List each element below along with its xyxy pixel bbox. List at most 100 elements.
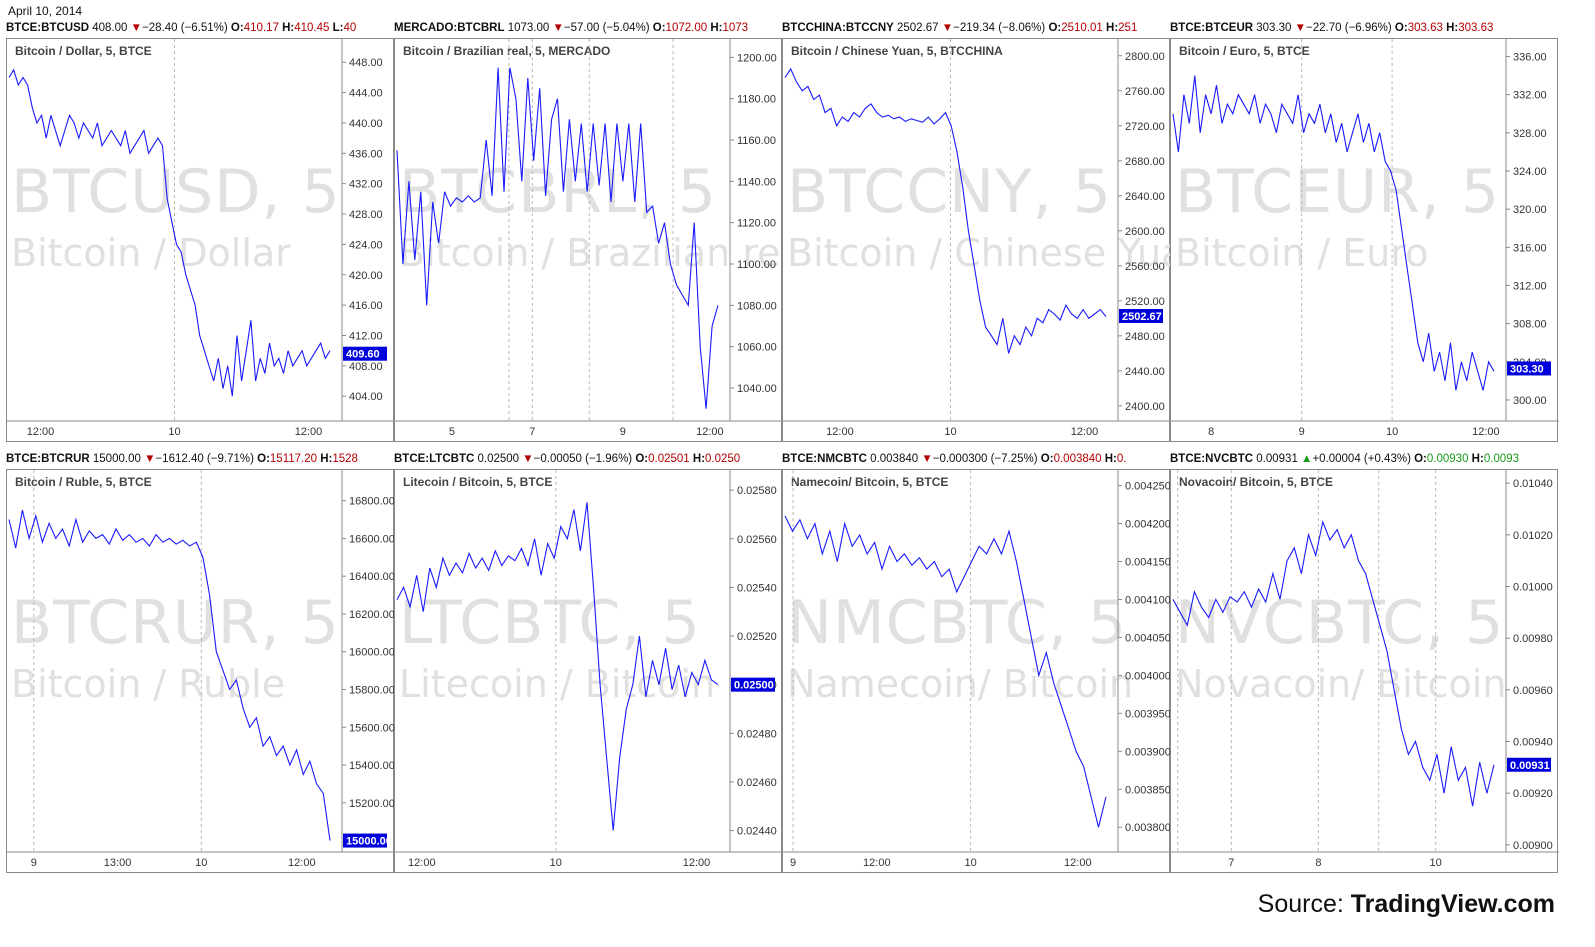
x-tick-label: 12:00 — [27, 426, 55, 438]
chart-svg: 2800.00 2760.00 2720.00 2680.00 2640.00 2600.… — [783, 39, 1171, 438]
y-tick-label: 444.00 — [349, 88, 383, 100]
x-tick-label: 12:00 — [826, 426, 854, 438]
y-tick-label: 0.003850 — [1125, 784, 1171, 796]
chart-svg: 1200.00 1180.00 1160.00 1140.00 1120.00 1100.… — [395, 39, 783, 438]
y-tick-label: 2800.00 — [1125, 51, 1165, 63]
high-key: H: — [320, 453, 333, 465]
chart-title: Novacoin/ Bitcoin, 5, BTCE — [1179, 475, 1334, 489]
quote-bar: BTCE:BTCRUR 15000.00 ▼−1612.40 (−9.71%) … — [6, 451, 394, 467]
x-tick-label: 12:00 — [1064, 857, 1092, 869]
chart-panel[interactable]: BTCE:NMCBTC 0.003840 ▼−0.000300 (−7.25%)… — [782, 451, 1171, 881]
y-tick-label: 0.01000 — [1513, 582, 1553, 594]
price-change: −57.00 (−5.04%) — [563, 22, 650, 34]
y-tick-label: 0.004050 — [1125, 632, 1171, 644]
y-tick-label: 1160.00 — [737, 135, 776, 147]
quote-bar: BTCE:BTCUSD 408.00 ▼−28.40 (−6.51%) O:41… — [6, 20, 394, 36]
y-tick-label: 416.00 — [349, 300, 383, 312]
y-tick-label: 408.00 — [349, 361, 383, 373]
x-tick-label: 7 — [1228, 857, 1234, 869]
chart-area[interactable]: NMCBTC, 5 Namecoin/ Bitcoin Namecoin/ Bitc… — [782, 469, 1171, 873]
y-tick-label: 0.02480 — [737, 728, 777, 740]
open-key: O: — [1414, 453, 1427, 465]
chart-panel[interactable]: BTCE:BTCEUR 303.30 ▼−22.70 (−6.96%) O:30… — [1170, 20, 1559, 450]
y-tick-label: 432.00 — [349, 179, 383, 191]
y-tick-label: 0.02540 — [737, 582, 777, 594]
x-tick-label: 10 — [195, 857, 207, 869]
y-tick-label: 1080.00 — [737, 300, 777, 312]
y-tick-label: 1120.00 — [737, 218, 776, 230]
y-tick-label: 1100.00 — [737, 259, 776, 271]
y-tick-label: 312.00 — [1513, 280, 1547, 292]
quote-bar: BTCE:LTCBTC 0.02500 ▼−0.00050 (−1.96%) O… — [394, 451, 782, 467]
chart-area[interactable]: BTCRUR, 5 Bitcoin / Ruble Bitcoin / Ruble,… — [6, 469, 395, 873]
chart-area[interactable]: NVCBTC, 5 Novacoin/ Bitcoin Novacoin/ Bitc… — [1170, 469, 1559, 873]
open-value: 2510.01 — [1061, 22, 1103, 34]
down-arrow-icon: ▼ — [552, 22, 564, 34]
last-price: 408.00 — [92, 22, 128, 34]
last-price: 0.00931 — [1256, 453, 1298, 465]
chart-area[interactable]: BTCBRL, 5 Bitcoin / Brazilian real Bitcoin… — [394, 38, 814, 442]
quote-bar: BTCE:BTCEUR 303.30 ▼−22.70 (−6.96%) O:30… — [1170, 20, 1558, 36]
source-credit: Source: TradingView.com — [1258, 890, 1555, 919]
last-price: 2502.67 — [897, 22, 939, 34]
chart-area[interactable]: LTCBTC, 5 Litecoin / Bitcoin Litecoin / Bi… — [394, 469, 783, 873]
open-value: 15117.20 — [269, 453, 318, 465]
chart-panel[interactable]: BTCE:BTCRUR 15000.00 ▼−1612.40 (−9.71%) … — [6, 451, 395, 881]
price-series-line — [1172, 519, 1495, 807]
chart-panel[interactable]: MERCADO:BTCBRL 1073.00 ▼−57.00 (−5.04%) … — [394, 20, 814, 450]
chart-panel[interactable]: BTCE:LTCBTC 0.02500 ▼−0.00050 (−1.96%) O… — [394, 451, 783, 881]
price-change: −22.70 (−6.96%) — [1306, 22, 1392, 34]
price-tag-label: 0.02500 — [734, 680, 774, 692]
chart-title: Bitcoin / Ruble, 5, BTCE — [15, 475, 152, 489]
chart-date: April 10, 2014 — [8, 4, 83, 18]
y-tick-label: 0.01040 — [1513, 478, 1553, 490]
chart-panel[interactable]: BTCCHINA:BTCCNY 2502.67 ▼−219.34 (−8.06%… — [782, 20, 1208, 450]
high-value: 251 — [1118, 22, 1138, 34]
price-series-line — [784, 515, 1107, 828]
price-change: −0.00050 (−1.96%) — [533, 453, 633, 465]
last-price: 0.003840 — [870, 453, 919, 465]
y-tick-label: 2560.00 — [1125, 261, 1165, 273]
y-tick-label: 0.02460 — [737, 777, 777, 789]
y-tick-label: 15200.00 — [349, 798, 395, 810]
y-tick-label: 440.00 — [349, 118, 383, 130]
y-tick-label: 0.00920 — [1513, 788, 1553, 800]
open-key: O: — [230, 22, 244, 34]
low-key: L: — [332, 22, 344, 34]
y-tick-label: 2440.00 — [1125, 366, 1165, 378]
price-change: −28.40 (−6.51%) — [142, 22, 228, 34]
open-value: 0.02501 — [648, 453, 690, 465]
down-arrow-icon: ▼ — [1294, 22, 1307, 34]
y-tick-label: 0.02440 — [737, 826, 777, 838]
y-tick-label: 448.00 — [349, 57, 383, 69]
symbol-label: BTCE:NVCBTC — [1170, 453, 1254, 465]
chart-area[interactable]: BTCUSD, 5 Bitcoin / Dollar Bitcoin / Dolla… — [6, 38, 395, 442]
chart-area[interactable]: BTCEUR, 5 Bitcoin / Euro Bitcoin / Euro, 5… — [1170, 38, 1559, 442]
chart-title: Litecoin / Bitcoin, 5, BTCE — [403, 475, 553, 489]
chart-title: Bitcoin / Dollar, 5, BTCE — [15, 44, 152, 58]
y-tick-label: 1060.00 — [737, 342, 777, 354]
chart-panel[interactable]: BTCE:BTCUSD 408.00 ▼−28.40 (−6.51%) O:41… — [6, 20, 395, 450]
price-tag-box — [1507, 757, 1551, 772]
y-tick-label: 324.00 — [1513, 166, 1547, 178]
price-change: +0.00004 (+0.43%) — [1312, 453, 1411, 465]
price-tag-box — [731, 677, 775, 692]
y-tick-label: 0.01020 — [1513, 530, 1553, 542]
price-tag-label: 15000.00 — [346, 836, 392, 848]
y-tick-label: 16000.00 — [349, 647, 395, 659]
chart-panel[interactable]: BTCE:NVCBTC 0.00931 ▲+0.00004 (+0.43%) O… — [1170, 451, 1559, 881]
y-tick-label: 0.004150 — [1125, 557, 1171, 569]
y-tick-label: 336.00 — [1513, 52, 1547, 64]
last-price: 0.02500 — [477, 453, 520, 465]
y-tick-label: 0.003800 — [1125, 822, 1171, 834]
price-change: −1612.40 (−9.71%) — [155, 453, 254, 465]
high-value: 303.63 — [1458, 22, 1494, 34]
y-tick-label: 316.00 — [1513, 242, 1547, 254]
price-tag-label: 0.00931 — [1510, 760, 1550, 772]
y-tick-label: 1200.00 — [737, 52, 777, 64]
chart-area[interactable]: BTCCNY, 5 Bitcoin / Chinese Yuan Bitcoin /… — [782, 38, 1208, 442]
high-value: 0.0250 — [705, 453, 741, 465]
y-tick-label: 0.003900 — [1125, 746, 1171, 758]
y-tick-label: 2680.00 — [1125, 156, 1165, 168]
price-tag-box — [343, 833, 387, 848]
